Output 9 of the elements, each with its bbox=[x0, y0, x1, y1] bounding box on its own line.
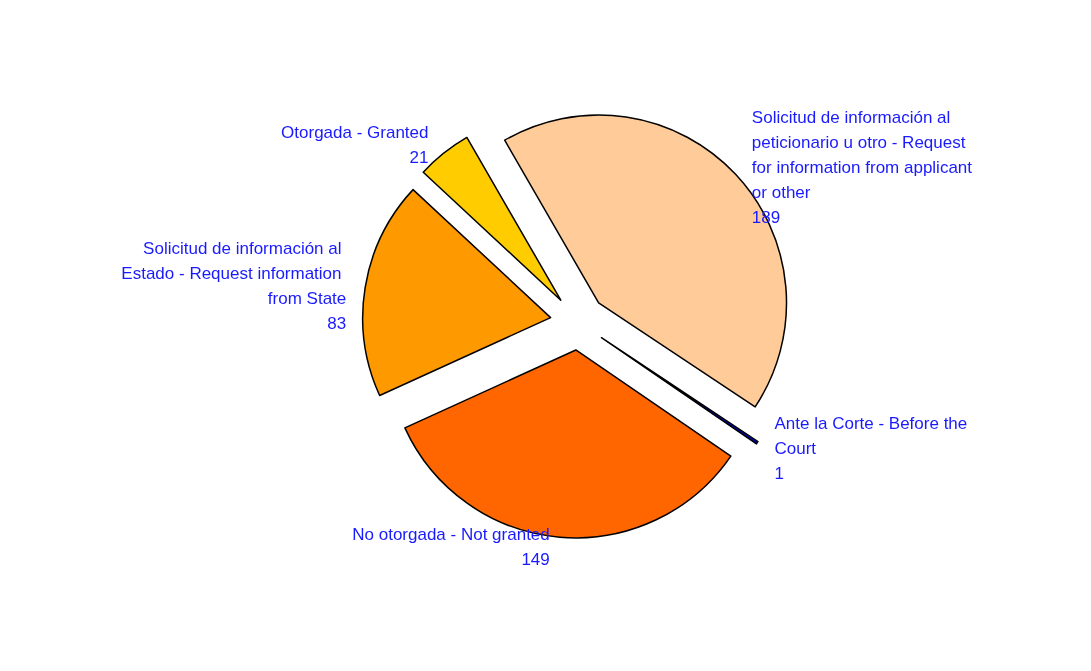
slice-label: Solicitud de información al Estado - Request information from State bbox=[121, 238, 347, 308]
slice-label: Ante la Corte - Before the Court bbox=[774, 413, 972, 458]
slice-label: Solicitud de información al peticionario u otro - Request for information from applicant or other bbox=[751, 107, 977, 202]
slice-label: Otorgada - Granted bbox=[281, 123, 429, 143]
slice-label: No otorgada - Not granted bbox=[352, 525, 550, 545]
data-label: 83 bbox=[327, 313, 347, 333]
data-label: 149 bbox=[521, 550, 550, 570]
data-label: 21 bbox=[409, 148, 429, 168]
data-label: 1 bbox=[774, 463, 784, 483]
